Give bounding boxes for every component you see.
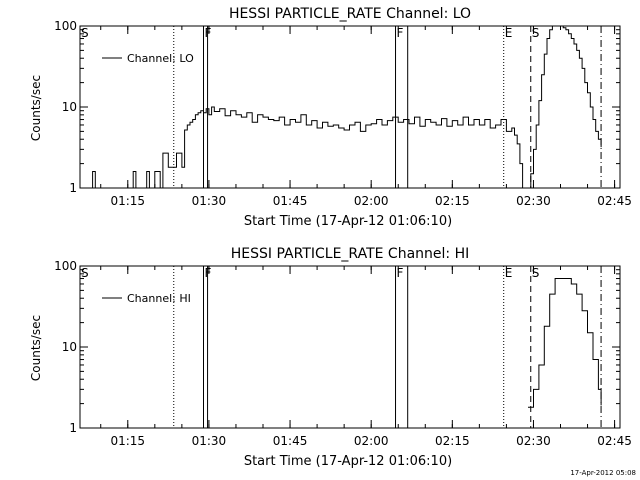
marker-label: F	[397, 26, 404, 40]
x-tick-label: 02:15	[435, 434, 470, 448]
x-tick-label: 01:30	[192, 194, 227, 208]
x-tick-label: 01:15	[110, 194, 145, 208]
x-tick-label: 01:45	[273, 194, 308, 208]
y-tick-label: 10	[62, 100, 77, 114]
panel-lo: HESSI PARTICLE_RATE Channel: LO Counts/s…	[29, 6, 632, 229]
x-ticks: 01:15 01:30 01:45 02:00 02:15 02:30 02:45	[100, 26, 632, 208]
chart-title: HESSI PARTICLE_RATE Channel: LO	[229, 6, 471, 22]
markers: SFFES	[79, 266, 602, 428]
x-tick-label: 02:45	[597, 194, 632, 208]
marker-label: E	[505, 26, 513, 40]
marker-label: S	[81, 26, 89, 40]
x-tick-label: 02:30	[516, 194, 551, 208]
y-axis-label: Counts/sec	[29, 75, 43, 141]
marker-label: S	[81, 266, 89, 280]
markers: SFFES	[79, 26, 602, 188]
series-line	[528, 278, 602, 408]
legend: Channel: HI	[102, 292, 191, 305]
y-tick-label: 10	[62, 340, 77, 354]
x-tick-label: 01:30	[192, 434, 227, 448]
x-tick-label: 02:30	[516, 434, 551, 448]
y-tick-label: 100	[54, 19, 77, 33]
x-tick-label: 01:45	[273, 434, 308, 448]
x-tick-label: 02:15	[435, 194, 470, 208]
series-line	[80, 25, 602, 189]
marker-label: E	[505, 266, 513, 280]
y-tick-label: 100	[54, 259, 77, 273]
legend-label: Channel: HI	[127, 292, 191, 305]
x-ticks: 01:15 01:30 01:45 02:00 02:15 02:30 02:45	[100, 266, 632, 448]
x-tick-label: 02:45	[597, 434, 632, 448]
chart-title: HESSI PARTICLE_RATE Channel: HI	[231, 246, 469, 262]
y-tick-label: 1	[69, 181, 77, 195]
x-axis-label: Start Time (17-Apr-12 01:06:10)	[244, 214, 452, 229]
legend-label: Channel: LO	[127, 52, 194, 65]
marker-label: F	[397, 266, 404, 280]
y-tick-label: 1	[69, 421, 77, 435]
panel-hi: HESSI PARTICLE_RATE Channel: HI Counts/s…	[29, 246, 632, 469]
x-tick-label: 02:00	[354, 434, 389, 448]
x-axis-label: Start Time (17-Apr-12 01:06:10)	[244, 454, 452, 469]
x-tick-label: 02:00	[354, 194, 389, 208]
legend: Channel: LO	[102, 52, 194, 65]
marker-label: S	[532, 266, 540, 280]
y-axis-label: Counts/sec	[29, 315, 43, 381]
plot-frame	[79, 265, 621, 429]
marker-label: S	[532, 26, 540, 40]
footer-timestamp: 17-Apr-2012 05:08	[570, 469, 636, 477]
y-ticks: 1 10 100	[54, 259, 620, 435]
y-ticks: 1 10 100	[54, 19, 620, 195]
x-tick-label: 01:15	[110, 434, 145, 448]
